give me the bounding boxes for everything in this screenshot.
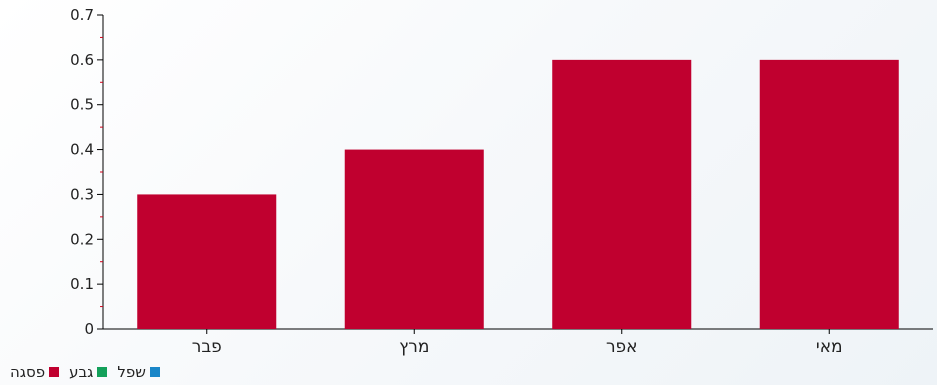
x-tick-label-3: מאי (816, 337, 843, 357)
bar-1[interactable] (344, 149, 484, 329)
y-tick-label-1: 0.1 (70, 275, 94, 293)
y-tick-label-2: 0.2 (70, 230, 94, 248)
y-tick-label-7: 0.7 (70, 6, 94, 24)
legend-item-series-0[interactable]: פסגה (10, 363, 60, 381)
y-tick-label-5: 0.5 (70, 96, 94, 114)
legend-item-series-1[interactable]: גבע (69, 363, 108, 381)
x-tick-label-1: מרץ (399, 337, 429, 357)
bar-2[interactable] (552, 59, 692, 329)
y-tick-label-3: 0.3 (70, 185, 94, 203)
legend-swatch-series-0 (49, 367, 60, 377)
x-tick-label-0: פבר (192, 337, 222, 357)
legend-swatch-series-1 (97, 367, 108, 377)
y-tick-label-0: 0 (84, 320, 94, 338)
y-tick-label-4: 0.4 (70, 141, 94, 159)
bar-0[interactable] (137, 194, 277, 329)
legend-label-series-1: גבע (69, 363, 94, 381)
legend-label-series-0: פסגה (10, 363, 46, 381)
bars (137, 59, 899, 329)
bar-3[interactable] (759, 59, 899, 329)
x-tick-label-2: אפר (606, 337, 638, 357)
legend-swatch-series-2 (149, 367, 160, 377)
legend-label-series-2: שפל (117, 363, 146, 381)
legend-item-series-2[interactable]: שפל (117, 363, 160, 381)
labels: 0 0.1 0.2 0.3 0.4 0.5 0.6 0.7 פבר מרץ אפר מאי (70, 6, 842, 357)
y-tick-label-6: 0.6 (70, 51, 94, 69)
legend: פסגה גבע שפל (10, 363, 160, 381)
